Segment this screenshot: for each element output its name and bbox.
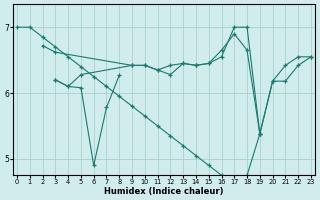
X-axis label: Humidex (Indice chaleur): Humidex (Indice chaleur) <box>104 187 224 196</box>
